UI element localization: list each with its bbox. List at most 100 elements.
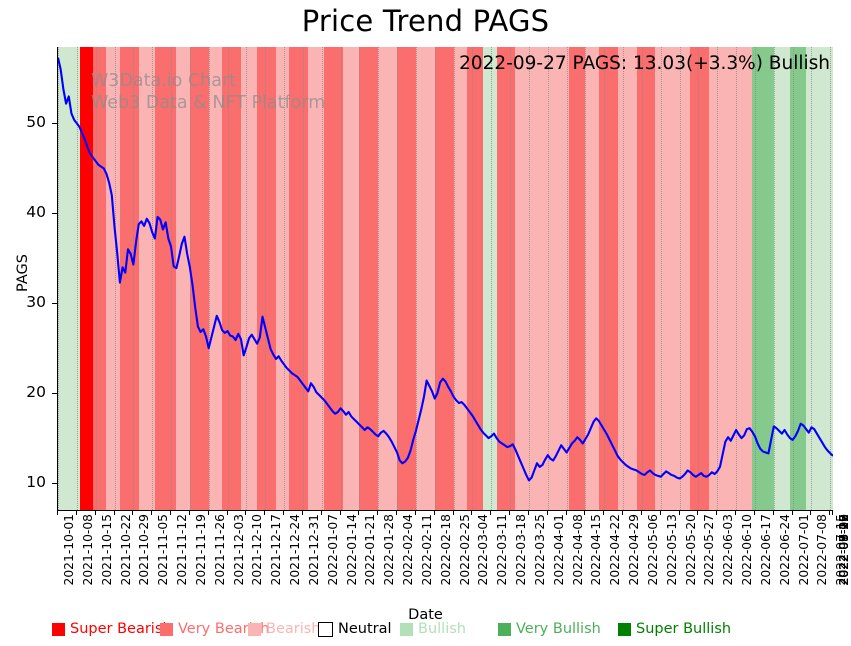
x-tick-mark — [584, 510, 586, 515]
x-tick-label: 2022-01-14 — [344, 514, 359, 586]
x-tick-mark — [753, 510, 755, 515]
sentiment-band — [275, 47, 290, 510]
x-tick-mark — [716, 510, 718, 515]
legend-label: Super Bullish — [636, 621, 732, 637]
gridline — [547, 47, 549, 510]
sentiment-band — [483, 47, 497, 510]
sentiment-band — [397, 47, 416, 510]
x-tick-label: 2021-10-22 — [118, 514, 133, 586]
sentiment-band — [434, 47, 454, 510]
y-tick-label: 50 — [26, 113, 46, 132]
legend-item[interactable]: Bullish — [400, 620, 466, 638]
sentiment-band — [138, 47, 155, 510]
y-tick-mark — [52, 393, 57, 395]
x-tick-mark — [226, 510, 228, 515]
x-tick-label: 2022-07-08 — [815, 514, 830, 586]
x-tick-label: 2022-03-11 — [495, 514, 510, 586]
x-tick-label: 2021-11-05 — [156, 514, 171, 586]
x-tick-label: 2022-04-22 — [608, 514, 623, 586]
x-tick-mark — [471, 510, 473, 515]
x-tick-label: 2021-10-01 — [62, 514, 76, 586]
x-tick-mark — [320, 510, 322, 515]
legend-item[interactable]: Bearish — [248, 620, 321, 638]
legend-item[interactable]: Neutral — [318, 620, 392, 638]
x-tick-label: 2022-06-24 — [777, 514, 792, 586]
sentiment-band — [79, 47, 93, 510]
x-tick-mark — [527, 510, 529, 515]
x-tick-mark — [377, 510, 379, 515]
gridline — [114, 47, 116, 510]
x-tick-label: 2021-12-24 — [288, 514, 303, 586]
x-tick-mark — [490, 510, 492, 515]
legend-item[interactable]: Very Bullish — [498, 620, 601, 638]
x-tick-label: 2022-01-07 — [325, 514, 340, 586]
gridline — [227, 47, 229, 510]
x-tick-label: 2022-04-08 — [570, 514, 585, 586]
x-tick-label: 2021-10-08 — [80, 514, 95, 586]
legend-swatch — [52, 622, 65, 636]
x-tick-mark — [565, 510, 567, 515]
legend-label: Very Bullish — [516, 621, 601, 637]
gridline — [397, 47, 399, 510]
legend-swatch — [400, 622, 413, 636]
price-line-path — [58, 57, 833, 482]
x-tick-label: 2022-03-04 — [476, 514, 491, 586]
x-tick-label: 2021-12-03 — [231, 514, 246, 586]
gridline — [265, 47, 267, 510]
legend-item[interactable]: Super Bullish — [618, 620, 731, 638]
sentiment-band — [58, 47, 80, 510]
gridline — [171, 47, 173, 510]
sentiment-band — [154, 47, 177, 510]
gridline — [76, 47, 78, 510]
sentiment-band — [106, 47, 120, 510]
sentiment-band — [806, 47, 833, 510]
y-axis-title: PAGS — [15, 254, 31, 292]
x-tick-mark — [659, 510, 661, 515]
sentiment-band — [240, 47, 258, 510]
page-title: Price Trend PAGS — [301, 4, 550, 38]
legend-item[interactable]: Very Bearish — [160, 620, 269, 638]
gridline — [754, 47, 756, 510]
sentiment-band — [515, 47, 532, 510]
x-tick-mark — [452, 510, 454, 515]
x-tick-label: 2022-05-27 — [702, 514, 717, 586]
sentiment-band — [378, 47, 398, 510]
sentiment-band — [453, 47, 468, 510]
x-tick-mark — [678, 510, 680, 515]
x-tick-mark — [697, 510, 699, 515]
price-line — [58, 57, 833, 482]
legend-item[interactable]: Super Bearish — [52, 620, 172, 638]
gridline — [811, 47, 813, 510]
sentiment-band — [222, 47, 241, 510]
gridline — [284, 47, 286, 510]
x-tick-mark — [735, 510, 737, 515]
x-tick-mark — [264, 510, 266, 515]
latest-quote-annotation: 2022-09-27 PAGS: 13.03(+3.3%) Bullish — [459, 53, 830, 74]
y-tick-mark — [52, 213, 57, 215]
sentiment-band — [789, 47, 807, 510]
legend-swatch — [248, 622, 261, 636]
gridline — [453, 47, 455, 510]
x-tick-label: 2021-10-15 — [99, 514, 114, 586]
gridline — [585, 47, 587, 510]
gridline — [698, 47, 700, 510]
x-tick-mark — [640, 510, 642, 515]
gridline — [604, 47, 606, 510]
legend-label: Neutral — [338, 621, 392, 637]
x-tick-mark — [339, 510, 341, 515]
x-tick-label: 2022-09-27 — [837, 514, 851, 586]
x-tick-mark — [113, 510, 115, 515]
sentiment-band — [189, 47, 209, 510]
x-tick-mark — [829, 510, 831, 515]
x-tick-mark — [603, 510, 605, 515]
x-tick-mark — [358, 510, 360, 515]
x-tick-mark — [207, 510, 209, 515]
x-tick-label: 2021-11-19 — [193, 514, 208, 586]
x-tick-mark — [622, 510, 624, 515]
legend-label: Bearish — [266, 621, 321, 637]
gridline — [792, 47, 794, 510]
sentiment-band — [359, 47, 379, 510]
gridline — [434, 47, 436, 510]
plot-area: W3Data.io Chart Web3 Data & NFT Platform… — [57, 47, 833, 511]
x-tick-mark — [57, 510, 58, 515]
